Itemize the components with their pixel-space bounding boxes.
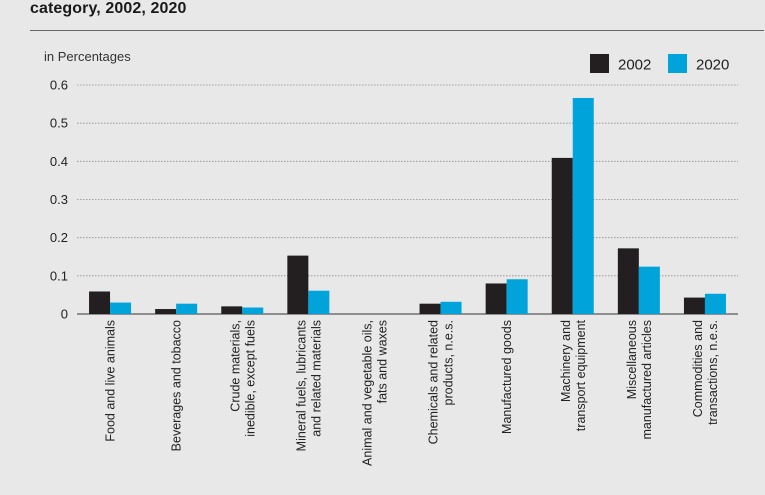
x-category-line: Manufactured goods xyxy=(500,320,514,434)
bar-2002 xyxy=(419,303,441,314)
legend-label-2002: 2002 xyxy=(618,57,651,74)
bar-2020 xyxy=(308,290,330,314)
x-category-line: Beverages and tobacco xyxy=(170,320,184,451)
x-category-label: Beverages and tobacco xyxy=(170,320,184,451)
bar-2020 xyxy=(110,302,132,314)
chart-title: category, 2002, 2020 xyxy=(30,0,187,17)
y-axis-label: in Percentages xyxy=(44,49,131,64)
bar-2002 xyxy=(287,255,309,314)
y-tick-label: 0.5 xyxy=(50,116,68,131)
x-category-line: inedible, except fuels xyxy=(243,320,257,437)
bar-2020 xyxy=(704,293,726,314)
x-category-line: Machinery and xyxy=(559,320,573,402)
x-category-label: Miscellaneous manufactured articles xyxy=(625,320,654,440)
bar-2020 xyxy=(242,307,264,314)
x-category-line: Commodities and xyxy=(691,320,705,417)
x-category-line: Chemicals and related xyxy=(427,320,441,444)
legend-swatch-2002 xyxy=(590,54,609,73)
x-category-line: fats and waxes xyxy=(375,320,389,403)
x-category-labels: Food and live animals Beverages and tobac… xyxy=(104,319,720,465)
legend: 2002 2020 xyxy=(590,54,729,74)
x-category-label: Chemicals and related products, n.e.s. xyxy=(427,320,456,444)
x-category-label: Mineral fuels, lubricants and related mat… xyxy=(294,320,323,451)
x-category-line: manufactured articles xyxy=(640,320,654,440)
x-category-label: Manufactured goods xyxy=(500,320,514,434)
x-category-label: Machinery and transport equipment xyxy=(559,319,588,431)
x-category-line: Miscellaneous xyxy=(625,320,639,399)
bar-2020 xyxy=(440,301,462,314)
x-category-line: Crude materials, xyxy=(228,320,242,412)
y-tick-label: 0.3 xyxy=(50,192,68,207)
bar-2002 xyxy=(221,306,243,314)
bar-2002 xyxy=(617,248,639,314)
y-tick-label: 0.1 xyxy=(50,268,68,283)
bar-2020 xyxy=(176,303,198,314)
bars xyxy=(89,97,726,314)
x-category-label: Commodities and transactions, n.e.s. xyxy=(691,320,720,425)
x-category-line: transactions, n.e.s. xyxy=(706,320,720,425)
y-tick-label: 0.2 xyxy=(50,230,68,245)
bar-2002 xyxy=(683,297,705,314)
y-tick-label: 0.6 xyxy=(50,78,68,93)
x-category-label: Crude materials, inedible, except fuels xyxy=(228,320,257,437)
y-ticks: 0 0.1 0.2 0.3 0.4 0.5 0.6 xyxy=(50,78,68,322)
x-category-line: Food and live animals xyxy=(104,320,118,442)
bar-2002 xyxy=(89,291,111,314)
title-divider xyxy=(30,30,764,31)
x-category-line: Animal and vegetable oils, xyxy=(360,320,374,466)
bar-2020 xyxy=(506,279,528,314)
x-category-line: products, n.e.s. xyxy=(442,320,456,405)
bar-2002 xyxy=(551,157,573,314)
y-tick-label: 0 xyxy=(61,307,68,322)
x-category-label: Food and live animals xyxy=(104,320,118,442)
bar-2020 xyxy=(572,97,594,314)
y-tick-label: 0.4 xyxy=(50,154,68,169)
x-category-line: Mineral fuels, lubricants xyxy=(294,320,308,451)
bar-2002 xyxy=(485,283,507,314)
x-category-label: Animal and vegetable oils, fats and waxes xyxy=(360,320,389,466)
x-category-line: and related materials xyxy=(309,320,323,437)
bar-2002 xyxy=(155,309,177,314)
x-category-line: transport equipment xyxy=(574,319,588,431)
bar-2020 xyxy=(638,266,660,314)
legend-swatch-2020 xyxy=(668,54,687,73)
legend-label-2020: 2020 xyxy=(696,57,729,74)
